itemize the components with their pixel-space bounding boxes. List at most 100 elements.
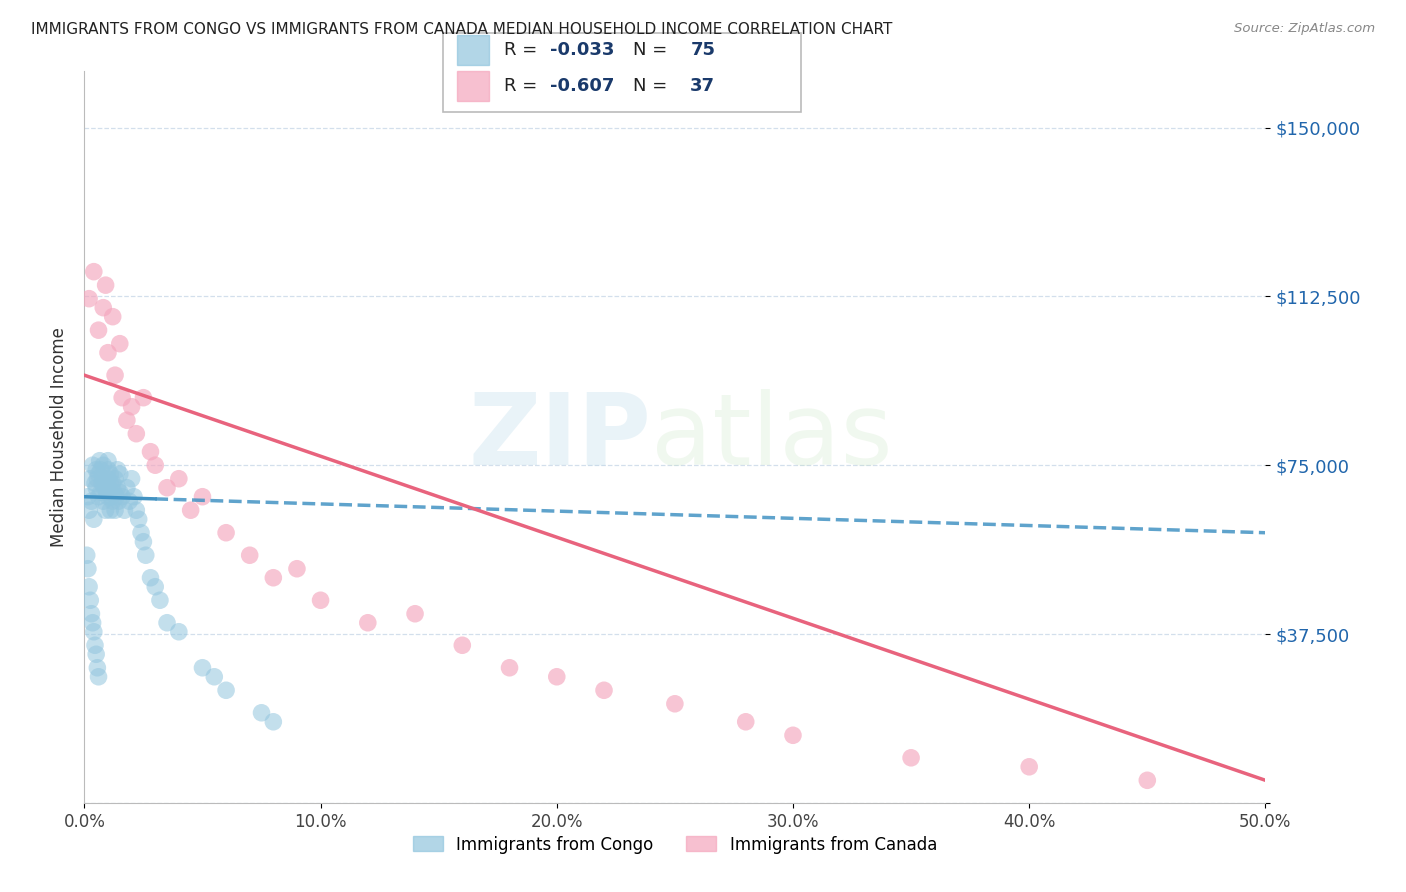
Text: 75: 75 [690,41,716,59]
Point [86,661,108,675]
Point [97,472,120,486]
Text: ZIP: ZIP [468,389,651,485]
Point [309,593,332,607]
Text: N =: N = [633,77,673,95]
Point [202,670,225,684]
Point [77,580,100,594]
Point [100,490,122,504]
Point [93,481,115,495]
Point [91,472,114,486]
Point [215,525,238,540]
Point [782,728,804,742]
Point [91,476,114,491]
Point [104,472,127,486]
Point [103,485,125,500]
Point [239,548,262,562]
Point [128,512,150,526]
Point [404,607,426,621]
Point [357,615,380,630]
Point [285,562,308,576]
Point [143,458,166,473]
Point [167,624,190,639]
Text: IMMIGRANTS FROM CONGO VS IMMIGRANTS FROM CANADA MEDIAN HOUSEHOLD INCOME CORRELAT: IMMIGRANTS FROM CONGO VS IMMIGRANTS FROM… [31,22,893,37]
Point [191,490,214,504]
Point [90,463,112,477]
Point [125,426,148,441]
Point [84,463,107,477]
Point [121,472,143,486]
Point [114,503,136,517]
Point [83,624,105,639]
Point [121,400,143,414]
Point [156,481,179,495]
Point [89,453,111,467]
Point [77,562,100,576]
Point [104,368,127,383]
Point [98,476,121,491]
Point [139,444,162,458]
Point [76,548,98,562]
Point [87,490,110,504]
Point [84,476,107,491]
Point [97,490,120,504]
Point [84,481,107,495]
Point [84,638,107,652]
Text: -0.033: -0.033 [551,41,614,59]
Point [191,661,214,675]
Point [593,683,616,698]
Point [1136,773,1159,788]
Point [104,503,127,517]
Point [80,607,103,621]
Point [156,615,179,630]
Point [91,458,114,473]
Point [180,503,202,517]
Point [262,571,284,585]
Point [77,490,100,504]
Point [132,534,155,549]
Point [80,494,103,508]
Point [84,647,107,661]
Point [215,683,238,698]
Point [79,593,101,607]
Point [125,503,148,517]
Point [87,323,110,337]
Point [105,490,128,504]
Point [107,494,129,508]
Point [98,467,121,482]
Point [90,485,112,500]
Point [77,292,100,306]
Point [135,548,157,562]
Point [94,278,117,293]
Text: atlas: atlas [651,389,893,485]
Point [107,463,129,477]
Point [451,638,474,652]
Point [98,481,121,495]
Point [139,571,162,585]
Point [97,463,120,477]
Point [82,615,104,630]
Point [82,458,104,473]
Point [94,476,117,491]
Y-axis label: Median Household Income: Median Household Income [49,327,67,547]
Legend: Immigrants from Congo, Immigrants from Canada: Immigrants from Congo, Immigrants from C… [406,829,943,860]
Point [91,494,114,508]
Point [94,503,117,517]
Text: R =: R = [503,77,543,95]
Bar [457,70,489,101]
Point [250,706,273,720]
Bar [457,36,489,65]
Text: N =: N = [633,41,673,59]
Point [87,670,110,684]
Point [111,391,134,405]
Point [101,476,124,491]
Point [122,490,145,504]
Point [83,512,105,526]
Point [498,661,520,675]
Point [115,481,138,495]
Point [91,301,114,315]
Point [97,453,120,467]
Point [111,490,134,504]
Point [98,503,121,517]
Point [1018,760,1040,774]
Point [96,485,118,500]
